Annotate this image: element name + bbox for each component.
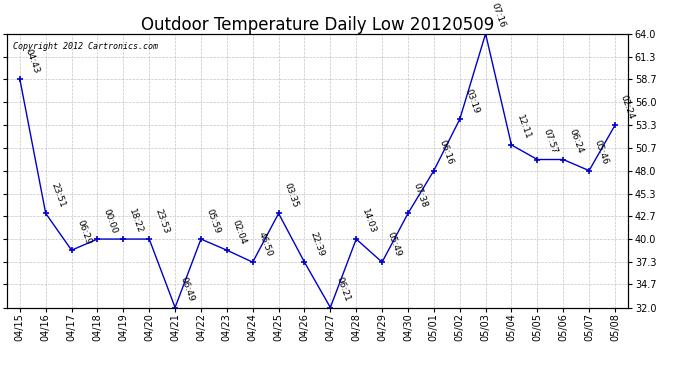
Title: Outdoor Temperature Daily Low 20120509: Outdoor Temperature Daily Low 20120509 xyxy=(141,16,494,34)
Text: 05:59: 05:59 xyxy=(205,207,222,235)
Text: 18:22: 18:22 xyxy=(127,208,144,235)
Text: Copyright 2012 Cartronics.com: Copyright 2012 Cartronics.com xyxy=(13,42,158,51)
Text: 23:53: 23:53 xyxy=(153,207,170,235)
Text: 03:19: 03:19 xyxy=(464,88,481,115)
Text: 12:11: 12:11 xyxy=(515,113,533,141)
Text: 07:57: 07:57 xyxy=(541,128,558,155)
Text: 06:49: 06:49 xyxy=(179,276,196,303)
Text: 03:35: 03:35 xyxy=(282,182,299,209)
Text: 22:39: 22:39 xyxy=(308,231,326,258)
Text: 46:50: 46:50 xyxy=(257,231,274,258)
Text: 05:46: 05:46 xyxy=(593,139,610,166)
Text: 06:21: 06:21 xyxy=(334,276,351,303)
Text: 04:43: 04:43 xyxy=(23,48,41,75)
Text: 00:00: 00:00 xyxy=(101,207,119,235)
Text: 02:04: 02:04 xyxy=(230,219,248,246)
Text: 06:24: 06:24 xyxy=(567,128,584,155)
Text: 14:03: 14:03 xyxy=(360,207,377,235)
Text: 07:16: 07:16 xyxy=(489,2,506,30)
Text: 23:51: 23:51 xyxy=(50,182,67,209)
Text: 06:16: 06:16 xyxy=(437,139,455,166)
Text: 07:38: 07:38 xyxy=(412,182,429,209)
Text: 05:49: 05:49 xyxy=(386,231,403,258)
Text: 02:24: 02:24 xyxy=(619,94,636,121)
Text: 06:29: 06:29 xyxy=(75,219,92,246)
